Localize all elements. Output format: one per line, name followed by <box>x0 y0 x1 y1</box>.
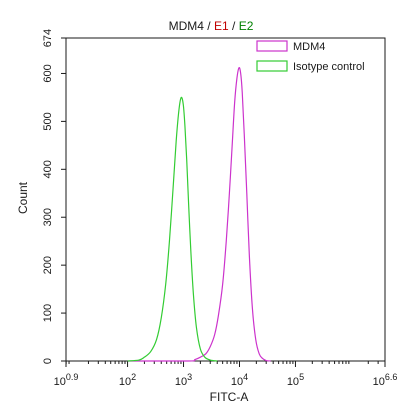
series-line-mdm4 <box>128 68 271 361</box>
x-tick-label-base: 10 <box>119 376 131 388</box>
y-axis-ticks: 0 100 200 300 400 500 600 674 <box>42 29 66 364</box>
x-tick-label-base: 10 <box>175 376 187 388</box>
legend-swatch-isotype-control <box>257 61 287 71</box>
x-tick-label-exponent: 4 <box>243 372 248 382</box>
chart-title-part-1: / <box>204 19 214 33</box>
x-axis-label: FITC-A <box>210 390 249 404</box>
chart-title-part-2: E1 <box>214 19 229 33</box>
y-tick-label-300: 300 <box>42 208 54 226</box>
y-tick-label-0: 0 <box>42 358 54 364</box>
y-tick-label-500: 500 <box>42 112 54 130</box>
y-tick-label-200: 200 <box>42 256 54 274</box>
y-axis-label: Count <box>16 181 30 214</box>
plot-frame <box>66 38 385 361</box>
y-tick-label-674: 674 <box>42 29 54 47</box>
chart-title-part-3: / <box>229 19 239 33</box>
x-tick-label-exponent: 2 <box>131 372 136 382</box>
x-tick-label-6.6: 106.6 <box>373 372 398 388</box>
x-tick-label-base: 10 <box>231 376 243 388</box>
x-tick-label-exponent: 3 <box>187 372 192 382</box>
x-tick-label-exponent: 0.9 <box>66 372 79 382</box>
series-line-isotype-control <box>128 97 218 361</box>
legend: MDM4 Isotype control <box>257 41 365 73</box>
x-tick-label-base: 10 <box>373 376 385 388</box>
x-tick-label-3: 103 <box>175 372 192 388</box>
chart-title-part-4: E2 <box>239 19 254 33</box>
legend-label-isotype-control: Isotype control <box>293 61 365 73</box>
chart-title: MDM4 / E1 / E2 <box>169 19 254 33</box>
x-tick-label-0.9: 100.9 <box>54 372 79 388</box>
y-tick-label-100: 100 <box>42 304 54 322</box>
x-tick-label-2: 102 <box>119 372 136 388</box>
x-tick-label-exponent: 5 <box>299 372 304 382</box>
chart-title-part-0: MDM4 <box>169 19 205 33</box>
series-lines <box>128 68 271 361</box>
legend-label-mdm4: MDM4 <box>293 41 325 53</box>
x-tick-label-base: 10 <box>287 376 299 388</box>
x-axis-ticks: 100.9 102 103 104 105 106.6 <box>54 361 398 388</box>
y-tick-label-600: 600 <box>42 64 54 82</box>
y-tick-label-400: 400 <box>42 160 54 178</box>
x-tick-label-5: 105 <box>287 372 304 388</box>
legend-swatch-mdm4 <box>257 41 287 51</box>
x-tick-label-4: 104 <box>231 372 248 388</box>
x-tick-label-base: 10 <box>54 376 66 388</box>
x-tick-label-exponent: 6.6 <box>385 372 398 382</box>
